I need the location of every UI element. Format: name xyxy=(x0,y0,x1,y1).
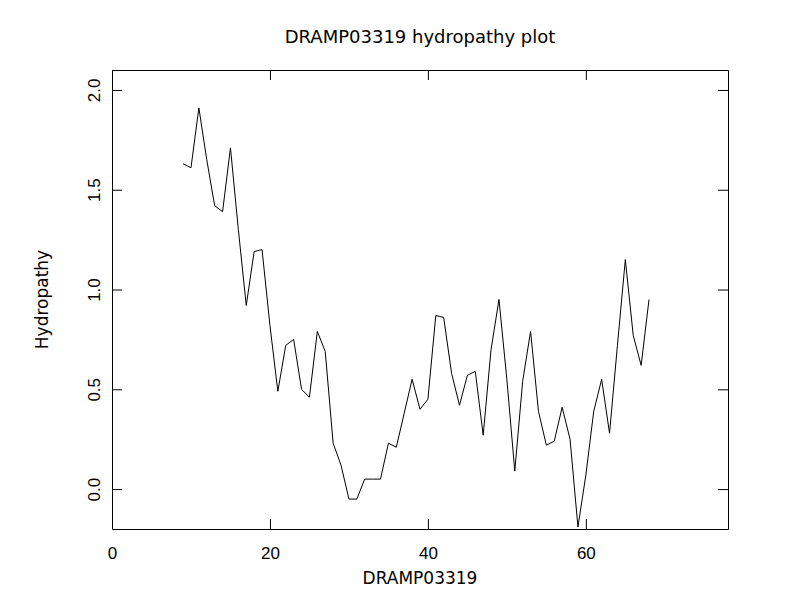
x-axis-top xyxy=(113,70,729,80)
title: DRAMP03319 hydropathy plot xyxy=(285,26,556,47)
tick-mark xyxy=(112,489,122,490)
tick xyxy=(718,489,728,490)
tick-label: 40 xyxy=(419,544,438,563)
hydropathy-line xyxy=(183,108,649,527)
tick-mark xyxy=(270,70,271,80)
tick: 1.5 xyxy=(85,178,122,202)
tick-label: 0 xyxy=(108,544,117,563)
tick-label: 1.0 xyxy=(85,278,104,302)
tick-mark xyxy=(718,190,728,191)
chart: 0 20 40 60 0.0 0.5 1.0 1.5 2.0 DRAMP03319 hydropa… xyxy=(0,0,800,600)
y-axis-title: Hydropathy xyxy=(32,250,52,349)
x-axis: 0 20 40 60 xyxy=(108,519,729,563)
y-axis-right xyxy=(718,71,729,530)
tick: 40 xyxy=(419,519,438,563)
tick-mark xyxy=(112,389,122,390)
axis-line xyxy=(113,70,729,71)
tick: 0.0 xyxy=(85,478,122,502)
tick xyxy=(718,290,728,291)
y-axis: 0.0 0.5 1.0 1.5 2.0 xyxy=(85,71,122,530)
tick xyxy=(718,190,728,191)
tick-label: 0.0 xyxy=(85,478,104,502)
tick xyxy=(428,70,429,80)
tick xyxy=(718,389,728,390)
tick-mark xyxy=(586,70,587,80)
series-group xyxy=(183,108,649,527)
axis-line xyxy=(113,529,729,530)
tick: 0.5 xyxy=(85,378,122,402)
tick-label: 0.5 xyxy=(85,378,104,402)
tick-mark xyxy=(270,519,271,529)
tick: 20 xyxy=(261,519,280,563)
tick-mark xyxy=(718,489,728,490)
tick xyxy=(586,70,587,80)
tick-mark xyxy=(112,90,122,91)
tick-mark xyxy=(718,90,728,91)
tick-mark xyxy=(428,70,429,80)
tick xyxy=(270,70,271,80)
tick-mark xyxy=(718,290,728,291)
tick-label: 60 xyxy=(577,544,596,563)
tick-mark xyxy=(112,290,122,291)
plot-area: 0 20 40 60 0.0 0.5 1.0 1.5 2.0 xyxy=(85,70,729,563)
tick-label: 1.5 xyxy=(85,178,104,202)
tick-label: 2.0 xyxy=(85,79,104,103)
tick-mark xyxy=(718,389,728,390)
tick-mark xyxy=(112,190,122,191)
tick: 60 xyxy=(577,519,596,563)
tick-label: 20 xyxy=(261,544,280,563)
axis-line xyxy=(728,71,729,530)
axis-line xyxy=(112,71,113,530)
tick: 1.0 xyxy=(85,278,122,302)
x-axis-title: DRAMP03319 xyxy=(363,568,478,588)
tick-mark xyxy=(586,519,587,529)
tick-mark xyxy=(428,519,429,529)
tick xyxy=(718,90,728,91)
tick: 2.0 xyxy=(85,79,122,103)
